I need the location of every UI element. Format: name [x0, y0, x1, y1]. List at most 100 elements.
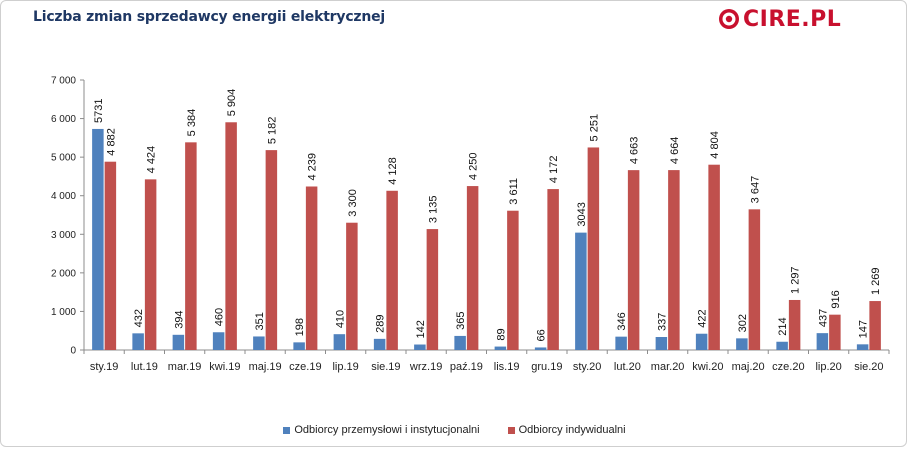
- data-label-series-1: 437: [817, 309, 829, 327]
- bar-series-1: [373, 338, 386, 350]
- data-label-series-2: 4 664: [669, 137, 681, 165]
- data-label-series-2: 3 647: [749, 176, 761, 204]
- bar-series-1: [132, 333, 144, 350]
- data-label-series-2: 916: [830, 290, 842, 308]
- bar-series-2: [386, 190, 398, 350]
- legend-swatch-series-1: [283, 426, 291, 434]
- bar-series-1: [695, 333, 708, 350]
- data-label-series-2: 5 251: [588, 114, 600, 142]
- logo-text: CIRE.PL: [743, 6, 842, 32]
- bar-series-2: [185, 142, 197, 350]
- x-tick-label: lis.19: [494, 361, 520, 373]
- bar-series-1: [534, 347, 547, 350]
- data-label-series-2: 4 172: [548, 156, 560, 184]
- y-tick-label: 1 000: [51, 307, 76, 318]
- data-label-series-2: 1 297: [790, 266, 802, 294]
- bar-series-1: [333, 334, 346, 350]
- bar-series-1: [172, 334, 185, 350]
- x-tick-label: kwi.19: [209, 361, 240, 373]
- x-tick-label: lip.19: [332, 361, 358, 373]
- data-label-series-1: 365: [455, 312, 467, 330]
- x-tick-label: lut.19: [131, 361, 158, 373]
- bar-series-1: [414, 344, 426, 350]
- bar-series-2: [547, 189, 559, 350]
- x-tick-label: wrz.19: [409, 361, 442, 373]
- bar-series-1: [92, 128, 104, 350]
- data-label-series-1: 351: [254, 312, 266, 330]
- bar-series-1: [655, 337, 668, 350]
- y-tick-label: 4 000: [51, 191, 76, 202]
- data-label-series-2: 3 135: [427, 196, 439, 224]
- bar-series-1: [454, 335, 466, 350]
- data-label-series-2: 4 424: [146, 146, 158, 174]
- y-tick-label: 5 000: [51, 153, 76, 164]
- data-label-series-1: 66: [536, 329, 548, 341]
- data-label-series-2: 3 300: [347, 189, 359, 217]
- bar-series-2: [587, 147, 600, 350]
- x-tick-label: mar.19: [168, 361, 202, 373]
- bar-series-1: [776, 341, 788, 350]
- data-label-series-1: 214: [777, 317, 789, 335]
- y-tick-label: 0: [70, 346, 76, 357]
- data-label-series-1: 337: [656, 313, 668, 331]
- data-label-series-1: 142: [415, 320, 427, 338]
- x-tick-label: paź.19: [450, 361, 483, 373]
- chart-title: Liczba zmian sprzedawcy energii elektryc…: [33, 9, 386, 25]
- data-label-series-1: 460: [214, 308, 226, 326]
- bar-series-1: [736, 338, 748, 350]
- data-label-series-2: 4 882: [105, 128, 117, 156]
- x-tick-label: lut.20: [614, 361, 641, 373]
- bar-series-2: [426, 229, 439, 350]
- bar-series-2: [668, 170, 680, 350]
- data-label-series-2: 5 384: [186, 109, 198, 137]
- bar-series-2: [104, 161, 117, 350]
- data-label-series-2: 4 804: [709, 131, 721, 159]
- legend-item-series-2: Odbiorcy indywidualni: [507, 424, 626, 436]
- bar-series-2: [788, 299, 801, 350]
- x-tick-label: sie.20: [854, 361, 883, 373]
- data-label-series-1: 5731: [93, 98, 105, 122]
- data-label-series-2: 4 128: [387, 157, 399, 185]
- x-tick-label: sty.19: [90, 361, 119, 373]
- logo-mark-icon: [719, 9, 739, 29]
- x-tick-label: sty.20: [573, 361, 602, 373]
- cire-logo: CIRE.PL: [718, 6, 841, 32]
- bar-series-1: [816, 333, 829, 350]
- data-label-series-1: 198: [294, 318, 306, 336]
- x-tick-label: maj.19: [249, 361, 282, 373]
- bar-series-2: [305, 186, 318, 350]
- bar-series-2: [708, 164, 720, 350]
- data-label-series-2: 1 269: [870, 268, 882, 296]
- data-label-series-1: 302: [737, 314, 749, 332]
- data-label-series-1: 89: [495, 328, 507, 340]
- bar-series-1: [615, 336, 627, 350]
- data-label-series-1: 346: [616, 312, 628, 330]
- legend-item-series-1: Odbiorcy przemysłowi i instytucjonalni: [283, 424, 480, 436]
- x-tick-label: sie.19: [371, 361, 400, 373]
- y-tick-label: 6 000: [51, 114, 76, 125]
- legend-label-series-1: Odbiorcy przemysłowi i instytucjonalni: [294, 424, 480, 436]
- data-label-series-2: 5 904: [226, 89, 238, 117]
- data-label-series-1: 432: [133, 309, 145, 327]
- bar-series-1: [575, 232, 587, 350]
- bar-series-2: [627, 170, 640, 350]
- x-tick-label: maj.20: [732, 361, 765, 373]
- bar-chart: 0 1 000 2 000 3 000 4 000 5 000 6 000 7 000 sty.…: [51, 76, 890, 373]
- bar-series-2: [144, 179, 157, 350]
- data-label-series-2: 4 663: [629, 137, 641, 165]
- bar-series-2: [265, 150, 278, 350]
- y-tick-label: 3 000: [51, 230, 76, 241]
- bar-series-2: [829, 314, 841, 350]
- data-label-series-1: 410: [334, 310, 346, 328]
- data-label-series-2: 3 611: [508, 178, 520, 205]
- x-tick-label: gru.19: [531, 361, 562, 373]
- bar-series-1: [212, 332, 225, 350]
- bar-series-2: [507, 210, 519, 350]
- data-label-series-1: 3043: [576, 202, 588, 226]
- bar-series-2: [466, 186, 479, 350]
- bar-series-1: [494, 346, 507, 350]
- legend-swatch-series-2: [507, 426, 515, 434]
- x-tick-label: kwi.20: [692, 361, 723, 373]
- bar-series-2: [346, 222, 358, 350]
- x-tick-label: lip.20: [815, 361, 841, 373]
